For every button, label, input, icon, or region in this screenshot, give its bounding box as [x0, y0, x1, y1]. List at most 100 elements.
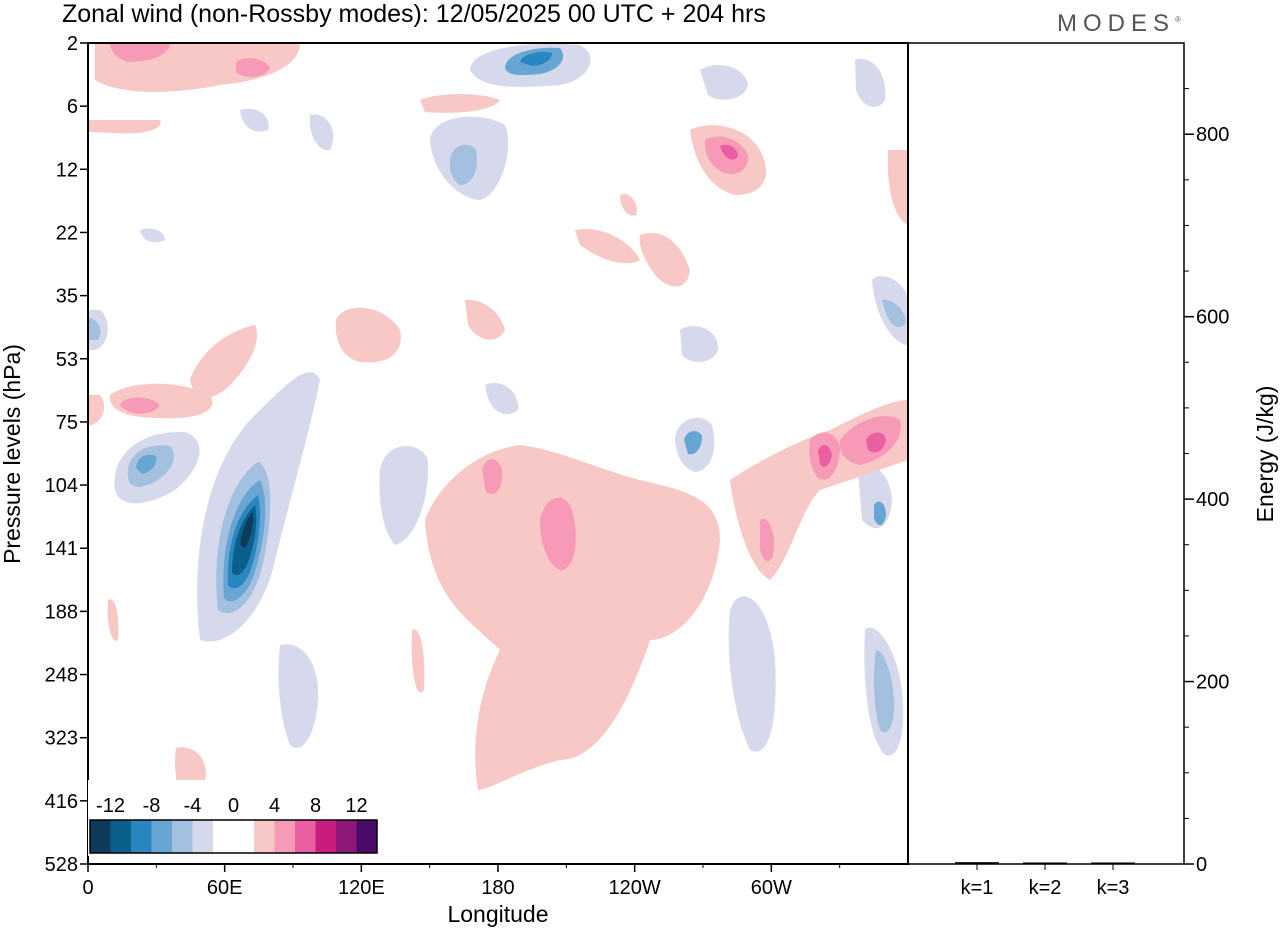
modes-logo: MODES®: [1057, 10, 1181, 37]
x-tick-label: 120E: [338, 877, 385, 899]
contour-positive: [236, 58, 270, 77]
contour-positive: [620, 194, 637, 216]
x-tick-label: 60E: [207, 877, 243, 899]
contour-positive: [107, 599, 119, 641]
blue-contour-layer: [88, 43, 908, 756]
contour-positive: [540, 497, 576, 570]
contour-positive: [818, 445, 832, 467]
y-tick-label: 188: [45, 601, 78, 623]
legend-label: -12: [96, 795, 125, 817]
energy-category-label: k=2: [1029, 877, 1062, 899]
energy-panel-frame: [907, 42, 1185, 865]
contour-negative: [240, 108, 269, 132]
legend-swatch: [254, 820, 275, 853]
energy-bars: k=1 k=2 k=3: [955, 862, 1135, 899]
contour-positive: [335, 307, 401, 363]
legend-swatch: [110, 820, 131, 853]
contour-fills: [88, 43, 908, 799]
longitude-axis: 0 60E 120E 180 120W 60W: [82, 864, 841, 899]
contour-negative: [240, 512, 254, 548]
legend-swatch: [151, 820, 172, 853]
contour-negative: [309, 114, 334, 151]
contour-positive: [420, 94, 500, 113]
legend-swatch: [315, 820, 336, 853]
contour-negative: [136, 454, 157, 474]
energy-bar: [1023, 862, 1067, 864]
contour-negative: [684, 431, 702, 455]
x-axis-label: Longitude: [447, 901, 548, 927]
energy-tick-label: 400: [1196, 489, 1229, 511]
contour-negative: [680, 326, 719, 362]
energy-tick-label: 200: [1196, 672, 1229, 694]
y-tick-label: 35: [56, 286, 78, 308]
energy-category-label: k=1: [961, 877, 994, 899]
colorbar-legend: -12 -8 -4 0 4 8 12: [88, 780, 379, 856]
y-tick-label: 22: [56, 222, 78, 244]
legend-swatch: [213, 820, 234, 853]
legend-swatch: [274, 820, 295, 853]
legend-swatch: [172, 820, 193, 853]
energy-tick-label: 800: [1196, 124, 1229, 146]
contour-negative: [278, 644, 319, 748]
contour-positive: [88, 120, 161, 134]
energy-panel: [907, 42, 1185, 865]
legend-swatch: [336, 820, 357, 853]
y-tick-label: 6: [67, 96, 78, 118]
x-tick-label: 60W: [751, 877, 792, 899]
energy-bar: [1091, 862, 1135, 864]
contour-positive: [411, 629, 425, 693]
legend-label: -8: [143, 795, 161, 817]
legend-swatch: [90, 820, 111, 853]
y-tick-label: 323: [45, 728, 78, 750]
energy-category-label: k=3: [1097, 877, 1130, 899]
contour-negative: [855, 59, 886, 107]
contour-positive: [465, 299, 505, 340]
y-tick-label: 2: [67, 33, 78, 55]
contour-negative: [874, 501, 886, 526]
energy-bar: [955, 862, 999, 864]
legend-label: 4: [269, 795, 280, 817]
legend-swatch: [356, 820, 377, 853]
contour-positive: [639, 233, 690, 287]
pink-contour-layer: [88, 43, 908, 799]
y-tick-label: 53: [56, 349, 78, 371]
energy-axis-label: Energy (J/kg): [1252, 386, 1278, 523]
contour-negative: [88, 318, 101, 340]
legend-swatch: [295, 820, 316, 853]
contour-negative: [485, 382, 519, 415]
contour-negative: [882, 299, 906, 327]
x-tick-label: 0: [82, 877, 93, 899]
legend-swatch: [233, 820, 254, 853]
y-axis-label: Pressure levels (hPa): [0, 344, 25, 564]
y-tick-label: 528: [45, 854, 78, 876]
contour-negative: [728, 596, 776, 752]
contour-negative: [700, 65, 748, 100]
contour-negative: [520, 52, 552, 66]
pressure-axis: 2 6 12 22 35 53 75 104 141 188 248 323 416 528: [45, 33, 88, 876]
y-tick-label: 248: [45, 665, 78, 687]
legend-swatch: [192, 820, 213, 853]
energy-axis: 0 200 400 600 800: [1184, 88, 1229, 876]
contour-negative: [873, 649, 895, 733]
energy-tick-label: 600: [1196, 307, 1229, 329]
x-tick-label: 180: [481, 877, 514, 899]
legend-label: 0: [228, 795, 239, 817]
y-tick-label: 12: [56, 159, 78, 181]
contour-positive: [760, 519, 775, 562]
y-tick-label: 141: [45, 538, 78, 560]
x-tick-label: 120W: [609, 877, 661, 899]
contour-positive: [425, 445, 720, 790]
contour-positive: [887, 150, 908, 225]
legend-label: 8: [310, 795, 321, 817]
contour-negative: [140, 228, 165, 243]
y-tick-label: 416: [45, 791, 78, 813]
y-tick-label: 75: [56, 412, 78, 434]
contour-positive: [575, 229, 640, 264]
legend-swatch: [131, 820, 152, 853]
contour-positive: [190, 325, 258, 398]
contour-positive: [866, 432, 886, 453]
heatmap-panel: [87, 42, 909, 865]
contour-positive: [110, 43, 170, 62]
chart-title: Zonal wind (non-Rossby modes): 12/05/202…: [62, 0, 766, 28]
